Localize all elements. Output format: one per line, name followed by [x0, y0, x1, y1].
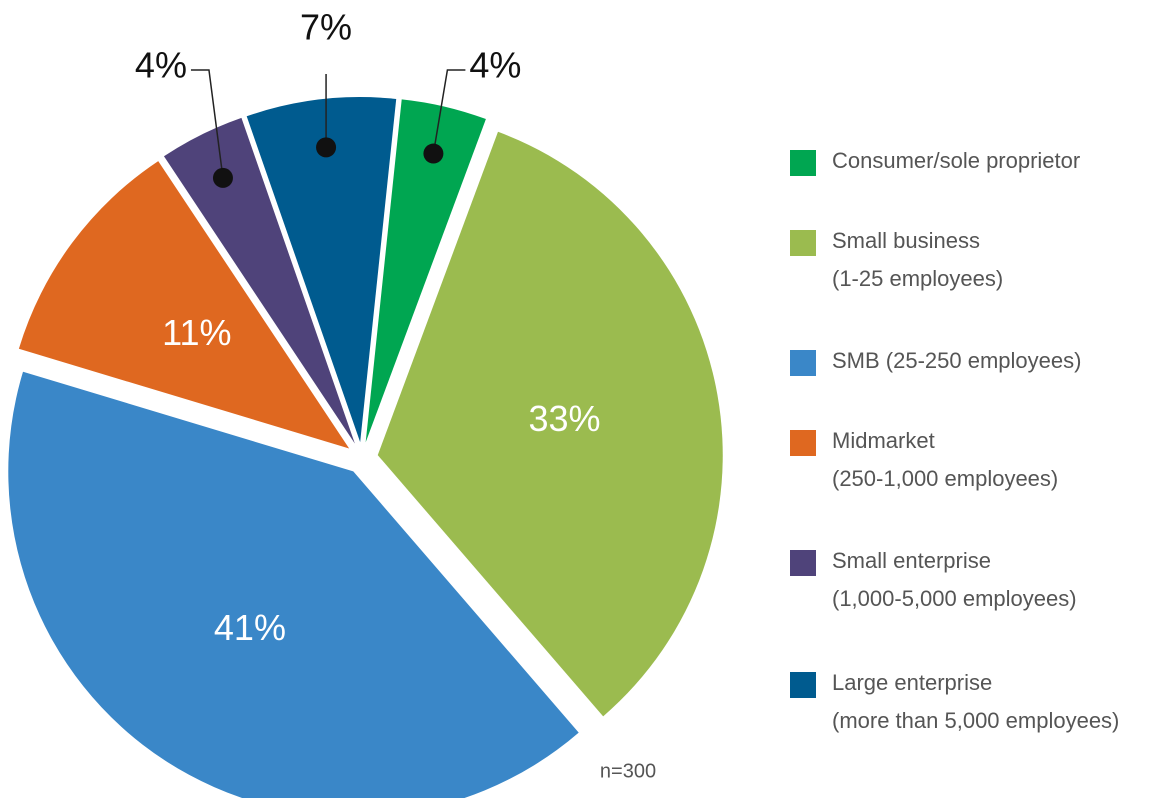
leader-line: [190, 69, 224, 179]
pie-slice: [377, 131, 723, 717]
data-label: 4%: [135, 45, 187, 86]
data-label: 7%: [300, 7, 352, 48]
pie-slice: [163, 117, 355, 444]
legend-swatch: [790, 430, 816, 456]
annotation: n=300: [600, 760, 656, 782]
legend-label: Small business (1-25 employees): [832, 228, 1004, 291]
legend-label: Consumer/sole proprietor: [832, 148, 1081, 173]
legend-swatch: [790, 672, 816, 698]
leader-dot: [423, 143, 444, 164]
pie-slice: [246, 97, 397, 443]
data-label: 41%: [214, 607, 286, 648]
legend-label: Midmarket (250-1,000 employees): [832, 428, 1059, 491]
legend-label: SMB (25-250 employees): [832, 348, 1082, 373]
legend-swatch: [790, 230, 816, 256]
legend-label: Small enterprise (1,000-5,000 employees): [832, 548, 1077, 611]
pie-slice: [18, 161, 350, 449]
leader-dot: [316, 137, 337, 158]
pie-slice: [365, 99, 486, 443]
legend-swatch: [790, 350, 816, 376]
legend-swatch: [790, 550, 816, 576]
legend-label: Large enterprise (more than 5,000 employ…: [832, 670, 1120, 733]
legend-swatch: [790, 150, 816, 176]
data-label: 11%: [162, 312, 231, 353]
leader-dot: [212, 167, 233, 188]
pie-slice: [8, 371, 579, 798]
data-label: 33%: [528, 398, 600, 439]
leader-line: [432, 69, 466, 154]
data-label: 4%: [469, 45, 521, 86]
